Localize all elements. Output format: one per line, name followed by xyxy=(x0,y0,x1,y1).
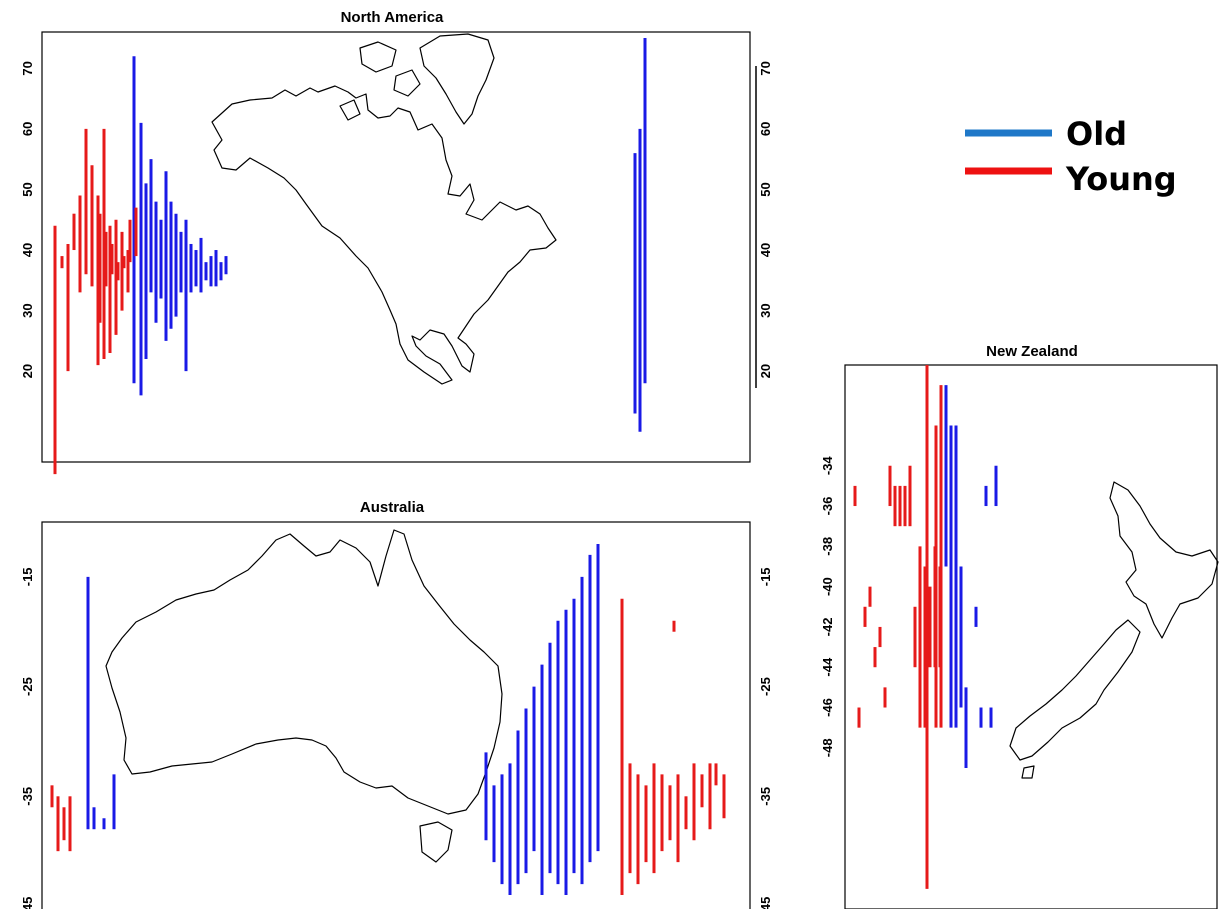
panel-north-america: North America 20 30 40 50 60 70 20 30 40 50 60 70 xyxy=(20,9,773,475)
right-axis-ticks: 20 30 40 50 60 70 xyxy=(758,61,773,378)
north-island-outline xyxy=(1109,481,1219,639)
series-young xyxy=(53,128,138,475)
tick-label: -40 xyxy=(820,577,835,596)
tick-label: 70 xyxy=(758,61,773,75)
tick-label: -25 xyxy=(20,677,35,696)
panel-new-zealand: New Zealand -34 -36 -38 -40 -42 -44 -46 -48 xyxy=(820,343,1219,909)
series-young xyxy=(853,365,943,889)
legend-young-label: Young xyxy=(1065,160,1177,198)
tick-label: -25 xyxy=(758,677,773,696)
plot-frame xyxy=(41,31,751,463)
tick-label: -15 xyxy=(20,567,35,586)
tick-label: 60 xyxy=(758,122,773,136)
tick-label: 50 xyxy=(20,182,35,196)
tick-label: -42 xyxy=(820,618,835,637)
tick-label: -35 xyxy=(20,787,35,806)
tick-label: -15 xyxy=(758,567,773,586)
tick-label: -44 xyxy=(820,657,835,677)
australia-outline xyxy=(105,529,503,815)
stewart-island-outline xyxy=(1021,765,1035,779)
series-old xyxy=(944,385,998,768)
panel-title: North America xyxy=(341,9,444,26)
right-axis-ticks: -15 -25 -35 -45 xyxy=(758,567,773,909)
series-young xyxy=(50,598,726,896)
panel-title: New Zealand xyxy=(986,343,1078,360)
tick-label: 30 xyxy=(20,303,35,317)
tick-label: 40 xyxy=(758,243,773,257)
tick-label: -34 xyxy=(820,456,835,476)
tick-label: 30 xyxy=(758,303,773,317)
tick-label: -38 xyxy=(820,537,835,556)
legend-old-label: Old xyxy=(1066,115,1127,153)
left-axis-ticks: -34 -36 -38 -40 -42 -44 -46 -48 xyxy=(820,456,835,758)
left-axis-ticks: 20 30 40 50 60 70 xyxy=(20,61,35,378)
greenland-outline xyxy=(419,33,495,125)
arctic-islands-outline xyxy=(339,41,421,121)
tick-label: -48 xyxy=(820,738,835,757)
tick-label: -46 xyxy=(820,698,835,717)
tick-label: -45 xyxy=(758,897,773,909)
tick-label: 40 xyxy=(20,243,35,257)
plot-frame xyxy=(41,521,751,909)
tick-label: 60 xyxy=(20,122,35,136)
tick-label: 70 xyxy=(20,61,35,75)
tick-label: -45 xyxy=(20,897,35,909)
plot-frame xyxy=(844,364,1218,909)
tick-label: -36 xyxy=(820,497,835,516)
tick-label: -35 xyxy=(758,787,773,806)
tick-label: 20 xyxy=(758,364,773,378)
legend: Old Young xyxy=(965,115,1177,198)
panel-title: Australia xyxy=(360,499,425,516)
tick-label: 20 xyxy=(20,364,35,378)
left-axis-ticks: -15 -25 -35 -45 xyxy=(20,567,35,909)
series-old xyxy=(132,38,647,432)
series-old xyxy=(86,543,600,896)
north-america-outline xyxy=(211,85,557,385)
south-island-outline xyxy=(1009,619,1141,761)
tasmania-outline xyxy=(419,821,453,863)
tick-label: 50 xyxy=(758,182,773,196)
panel-australia: Australia -15 -25 -35 -45 -15 -25 -35 -45 xyxy=(20,499,773,909)
